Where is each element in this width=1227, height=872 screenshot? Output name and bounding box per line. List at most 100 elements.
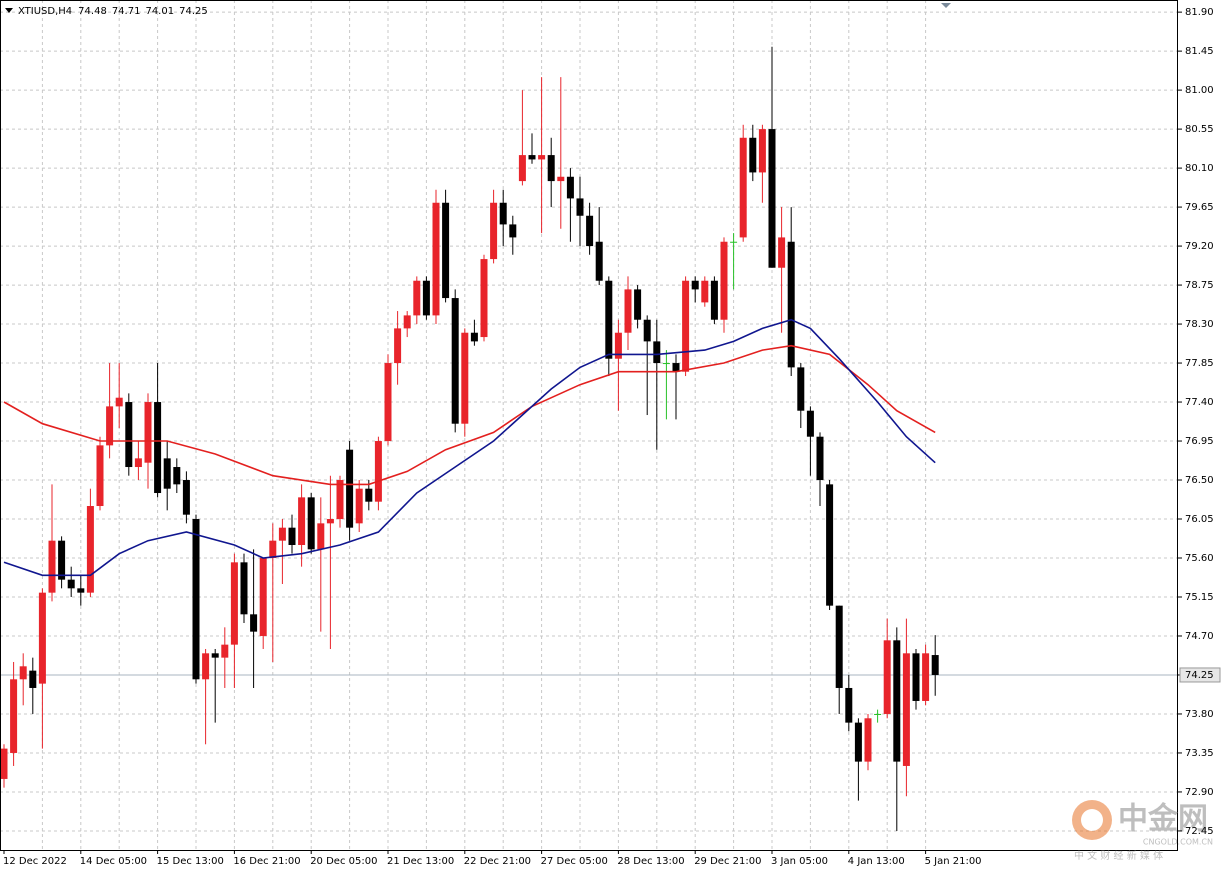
- x-tick-label: 29 Dec 21:00: [694, 856, 761, 867]
- y-tick-label: 76.95: [1185, 436, 1214, 447]
- candle-body: [874, 713, 882, 715]
- candle-body: [557, 176, 565, 182]
- x-tick-label: 28 Dec 13:00: [617, 856, 684, 867]
- candle-body: [854, 722, 862, 762]
- y-tick-label: 81.90: [1185, 7, 1214, 18]
- candle-body: [480, 259, 488, 338]
- candle-body: [115, 397, 123, 407]
- candle-body: [499, 202, 507, 225]
- moving-average: [3, 318, 936, 577]
- high-label: 74.71: [112, 6, 141, 17]
- candle-body: [422, 280, 430, 316]
- candle-body: [538, 155, 546, 160]
- candle-body: [624, 289, 632, 333]
- candle-body: [720, 241, 728, 320]
- candle-body: [106, 406, 114, 446]
- candle-body: [634, 289, 642, 320]
- candle-body: [58, 540, 66, 580]
- candle-body: [125, 402, 133, 468]
- y-tick-label: 75.15: [1185, 592, 1214, 603]
- candle-body: [10, 679, 18, 753]
- last-price-box: [1179, 667, 1221, 683]
- y-tick-label: 76.05: [1185, 514, 1214, 525]
- candle-body: [221, 644, 229, 658]
- shift-marker: [941, 3, 951, 8]
- x-tick-label: 4 Jan 13:00: [848, 856, 905, 867]
- candle-body: [931, 655, 939, 675]
- candle-body: [902, 653, 910, 766]
- candle-body: [461, 332, 469, 424]
- candle-body: [394, 328, 402, 364]
- candle-body: [883, 640, 891, 714]
- x-tick-label: 27 Dec 05:00: [541, 856, 608, 867]
- candle-body: [509, 224, 517, 238]
- candle-body: [691, 280, 699, 290]
- candle-body: [144, 402, 152, 463]
- y-tick-label: 80.10: [1185, 163, 1214, 174]
- candle-body: [202, 653, 210, 680]
- candle-body: [0, 748, 8, 779]
- candle-body: [413, 280, 421, 316]
- candle-body: [19, 666, 27, 680]
- candle-body: [173, 467, 181, 485]
- candle-body: [154, 402, 162, 494]
- plot-layer: [0, 46, 939, 831]
- candle-body: [182, 480, 190, 515]
- candle-body: [749, 137, 757, 173]
- y-tick-label: 78.75: [1185, 280, 1214, 291]
- candle-body: [48, 540, 56, 593]
- candle-body: [384, 363, 392, 442]
- y-tick-label: 73.80: [1185, 709, 1214, 720]
- candle-body: [595, 241, 603, 281]
- x-tick-label: 5 Jan 21:00: [925, 856, 982, 867]
- candle-body: [710, 280, 718, 320]
- candle-body: [547, 155, 555, 182]
- y-tick-label: 77.85: [1185, 358, 1214, 369]
- candle-body: [518, 155, 526, 182]
- y-tick-label: 73.35: [1185, 748, 1214, 759]
- y-tick-label: 79.65: [1185, 202, 1214, 213]
- candle-body: [336, 480, 344, 520]
- candle-body: [163, 458, 171, 489]
- candle-body: [739, 137, 747, 238]
- candle-body: [490, 202, 498, 260]
- candle-body: [211, 653, 219, 658]
- candle-body: [77, 588, 85, 593]
- y-tick-label: 79.20: [1185, 241, 1214, 252]
- candle-body: [605, 280, 613, 359]
- plot-frame: [0, 0, 1178, 851]
- candle-body: [240, 562, 248, 615]
- candle-body: [730, 241, 738, 243]
- x-tick-label: 20 Dec 05:00: [310, 856, 377, 867]
- close-label: 74.25: [179, 6, 208, 17]
- candle-body: [442, 202, 450, 299]
- candle-body: [403, 315, 411, 329]
- candle-body: [662, 363, 670, 365]
- candle-body: [806, 410, 814, 437]
- x-tick-label: 15 Dec 13:00: [157, 856, 224, 867]
- low-label: 74.01: [145, 6, 174, 17]
- candle-body: [528, 155, 536, 160]
- candle-body: [288, 527, 296, 546]
- y-tick-label: 75.60: [1185, 553, 1214, 564]
- candle-body: [586, 215, 594, 247]
- candle-body: [672, 363, 680, 372]
- candle-body: [317, 523, 325, 550]
- y-tick-label: 72.90: [1185, 787, 1214, 798]
- x-tick-label: 21 Dec 13:00: [387, 856, 454, 867]
- y-tick-label: 81.00: [1185, 85, 1214, 96]
- candle-body: [278, 527, 286, 541]
- candle-body: [835, 605, 843, 688]
- watermark-site: CNGOLD.COM.CN: [1143, 838, 1213, 847]
- candle-body: [230, 562, 238, 645]
- candle-body: [787, 241, 795, 368]
- candle-body: [355, 488, 363, 524]
- candle-body: [701, 280, 709, 303]
- moving-average: [3, 344, 936, 486]
- candle-body: [576, 198, 584, 216]
- candle-body: [864, 718, 872, 762]
- candle-body: [269, 540, 277, 559]
- watermark-title: 中金网: [1118, 802, 1208, 837]
